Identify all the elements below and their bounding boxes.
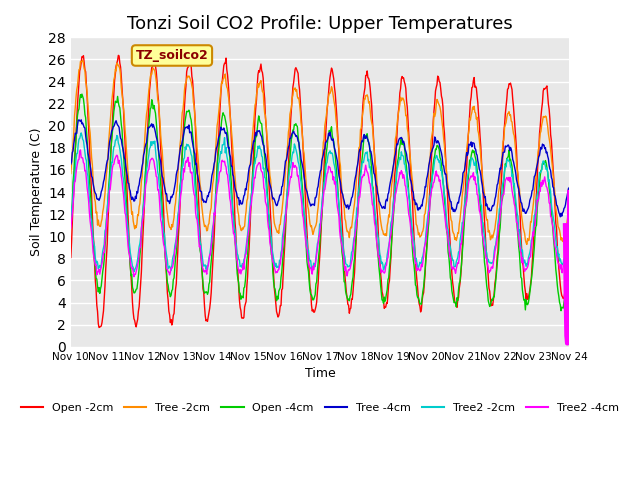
- Open -4cm: [82, 115, 90, 120]
- X-axis label: Time: Time: [305, 367, 335, 380]
- Tree2 -2cm: [82, 156, 90, 161]
- Open -4cm: [230, 225, 238, 230]
- Tree -2cm: [519, 225, 527, 230]
- Tree2 -2cm: [67, 215, 75, 221]
- Open -4cm: [148, 100, 156, 106]
- Tree -4cm: [488, 208, 495, 214]
- Tree2 -2cm: [77, 130, 85, 136]
- Title: Tonzi Soil CO2 Profile: Upper Temperatures: Tonzi Soil CO2 Profile: Upper Temperatur…: [127, 15, 513, 33]
- Tree2 -2cm: [520, 260, 528, 266]
- Tree -4cm: [565, 185, 573, 191]
- Tree -2cm: [148, 66, 156, 72]
- Open -2cm: [115, 52, 122, 58]
- Tree2 -4cm: [67, 225, 75, 231]
- Open -4cm: [67, 218, 75, 224]
- Open -2cm: [81, 67, 89, 72]
- Tree -4cm: [67, 161, 75, 167]
- Tree -2cm: [230, 164, 238, 170]
- Tree2 -4cm: [488, 264, 496, 270]
- Tree -2cm: [488, 235, 495, 241]
- Tree -2cm: [67, 171, 75, 177]
- Tree2 -4cm: [202, 267, 209, 273]
- Text: TZ_soilco2: TZ_soilco2: [136, 49, 209, 62]
- Legend: Open -2cm, Tree -2cm, Open -4cm, Tree -4cm, Tree2 -2cm, Tree2 -4cm: Open -2cm, Tree -2cm, Open -4cm, Tree -4…: [16, 399, 624, 418]
- Tree2 -4cm: [82, 168, 90, 173]
- Tree2 -4cm: [77, 147, 84, 153]
- Open -2cm: [95, 324, 103, 330]
- Y-axis label: Soil Temperature (C): Soil Temperature (C): [29, 128, 43, 256]
- Tree2 -2cm: [202, 262, 209, 268]
- Line: Tree -4cm: Tree -4cm: [71, 120, 569, 217]
- Open -2cm: [202, 313, 209, 319]
- Line: Tree2 -2cm: Tree2 -2cm: [71, 133, 569, 272]
- Open -4cm: [201, 290, 209, 296]
- Open -4cm: [519, 293, 527, 299]
- Open -4cm: [488, 299, 495, 304]
- Open -4cm: [557, 308, 565, 313]
- Tree2 -2cm: [231, 228, 239, 233]
- Tree2 -2cm: [488, 260, 496, 265]
- Tree -2cm: [201, 224, 209, 229]
- Tree2 -2cm: [565, 226, 573, 231]
- Open -2cm: [520, 274, 528, 280]
- Line: Tree2 -4cm: Tree2 -4cm: [71, 150, 569, 276]
- Open -2cm: [488, 301, 496, 307]
- Line: Open -4cm: Open -4cm: [71, 94, 569, 311]
- Tree2 -2cm: [130, 269, 138, 275]
- Open -4cm: [78, 91, 86, 97]
- Tree -4cm: [82, 133, 90, 139]
- Tree -4cm: [556, 214, 564, 220]
- Tree -2cm: [79, 57, 86, 63]
- Open -2cm: [565, 244, 573, 250]
- Open -2cm: [67, 254, 75, 260]
- Tree2 -4cm: [565, 234, 573, 240]
- Tree -4cm: [230, 179, 238, 185]
- Tree2 -4cm: [149, 156, 157, 162]
- Tree2 -4cm: [520, 265, 528, 271]
- Tree -4cm: [201, 198, 209, 204]
- Tree -4cm: [519, 208, 527, 214]
- Tree2 -2cm: [149, 139, 157, 144]
- Tree -2cm: [82, 79, 90, 84]
- Tree -4cm: [148, 124, 156, 130]
- Tree2 -4cm: [231, 239, 239, 245]
- Open -2cm: [149, 57, 157, 63]
- Open -2cm: [231, 218, 239, 224]
- Tree -4cm: [77, 117, 85, 123]
- Tree -2cm: [523, 241, 531, 247]
- Tree -2cm: [565, 198, 573, 204]
- Tree2 -4cm: [130, 274, 138, 279]
- Open -4cm: [565, 256, 573, 262]
- Line: Open -2cm: Open -2cm: [71, 55, 569, 327]
- Line: Tree -2cm: Tree -2cm: [71, 60, 569, 244]
